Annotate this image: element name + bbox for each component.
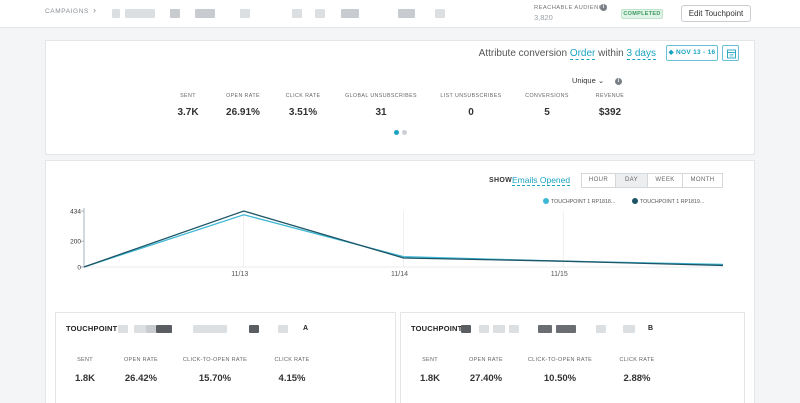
y-tick-label: 434 [70,209,81,216]
status-badge: COMPLETED [621,9,663,19]
stat-label: LIST UNSUBSCRIBES [440,93,502,99]
summary-card: Attribute conversion Order within 3 days… [45,40,755,155]
top-bar: CAMPAIGNS › REACHABLE AUDIENCE i 3,820 C… [0,0,800,28]
stat-label: SENT [180,93,196,99]
unique-dropdown-label: Unique [572,76,596,85]
x-tick-label: 11/14 [391,271,408,278]
chevron-right-icon: › [93,5,96,15]
tp-stat-click-rate: CLICK RATE 4.15% [252,357,332,384]
touchpoint-variant: A [303,325,309,332]
stat-revenue: REVENUE $392 [565,93,655,118]
stat-value: 3.7K [177,107,199,118]
tp-stat-click-to-open-rate: CLICK-TO-OPEN RATE 15.70% [175,357,255,384]
y-tick-label: 200 [70,239,81,246]
series-line-2 [83,210,724,268]
calendar-icon [727,49,736,59]
tp-stat-open-rate: OPEN RATE 26.42% [101,357,181,384]
stat-list-unsubscribes: LIST UNSUBSCRIBES 0 [426,93,516,118]
attribution-metric-link[interactable]: Order [569,48,596,60]
edit-touchpoint-button[interactable]: Edit Touchpoint [681,5,751,22]
chart-card: SHOW Emails Opened HOUR DAY WEEK MONTH T… [45,160,755,403]
attribution-within: within [598,48,624,59]
tp-stat-value: 2.88% [623,373,651,384]
granularity-month[interactable]: MONTH [682,173,723,188]
stat-global-unsubscribes: GLOBAL UNSUBSCRIBES 31 [336,93,426,118]
tp-stat-value: 15.70% [198,373,232,384]
legend-item[interactable]: TOUCHPOINT 1 RP1819... [632,198,704,205]
y-tick-label: 0 [77,265,81,272]
tp-stat-sent: SENT 1.8K [45,357,125,384]
attribution-window-link[interactable]: 3 days [626,48,656,60]
stat-label: GLOBAL UNSUBSCRIBES [345,93,417,99]
tp-stat-value: 1.8K [419,373,441,384]
reachable-audience-label: REACHABLE AUDIENCE [534,5,608,11]
tp-stat-label: CLICK RATE [274,357,310,363]
stat-click-rate: CLICK RATE 3.51% [258,93,348,118]
tp-stat-click-rate: CLICK RATE 2.88% [597,357,677,384]
granularity-hour[interactable]: HOUR [581,173,616,188]
tp-stat-label: SENT [422,357,438,363]
tp-stat-open-rate: OPEN RATE 27.40% [446,357,526,384]
tp-stat-sent: SENT 1.8K [390,357,470,384]
date-range-button[interactable]: ◆ NOV 13 - 16 [666,45,718,61]
stat-value: 3.51% [288,107,318,118]
attribution-settings: Attribute conversion Order within 3 days [478,48,656,60]
tp-stat-value: 26.42% [124,373,158,384]
attribution-prefix: Attribute conversion [478,48,568,59]
legend-label: TOUCHPOINT 1 RP1819... [640,199,705,205]
tp-stat-label: CLICK RATE [619,357,655,363]
touchpoint-card-b: TOUCHPOINT B SENT 1.8K OPEN RATE 27.40% CL… [400,312,745,403]
show-label: SHOW [489,177,512,184]
tp-stat-value: 4.15% [278,373,306,384]
carousel-dot-active[interactable] [394,130,399,135]
x-tick-label: 11/15 [551,271,568,278]
stat-conversions: CONVERSIONS 5 [502,93,592,118]
stat-value: 0 [468,107,474,118]
stat-label: OPEN RATE [226,93,260,99]
reachable-audience-value: 3,820 [534,13,553,22]
info-icon[interactable]: i [600,4,607,11]
tp-stat-label: CLICK-TO-OPEN RATE [527,357,593,363]
legend-swatch [632,198,638,204]
chevron-down-icon: ⌄ [597,76,605,85]
show-metric-link[interactable]: Emails Opened [512,175,571,186]
unique-dropdown[interactable]: Unique ⌄ [572,76,604,85]
legend-label: TOUCHPOINT 1 RP1818... [551,199,616,205]
breadcrumb-campaigns[interactable]: CAMPAIGNS [45,8,89,15]
tp-stat-label: SENT [77,357,93,363]
touchpoint-title: TOUCHPOINT [411,324,463,333]
stat-label: REVENUE [595,93,625,99]
info-icon[interactable]: i [615,78,622,85]
legend-swatch [543,198,549,204]
stat-label: CLICK RATE [285,93,321,99]
line-chart: 11/13 11/14 11/15 0 200 434 [70,208,724,278]
legend-item[interactable]: TOUCHPOINT 1 RP1818... [543,198,615,205]
tp-stat-label: OPEN RATE [123,357,159,363]
tp-stat-click-to-open-rate: CLICK-TO-OPEN RATE 10.50% [520,357,600,384]
touchpoint-title: TOUCHPOINT [66,324,118,333]
stat-label: CONVERSIONS [525,93,569,99]
tp-stat-value: 10.50% [543,373,577,384]
tp-stat-value: 1.8K [74,373,96,384]
stat-value: 31 [375,107,387,118]
x-tick-label: 11/13 [231,271,248,278]
stat-value: 5 [544,107,550,118]
touchpoint-variant: B [648,325,654,332]
stat-open-rate: OPEN RATE 26.91% [198,93,288,118]
stat-value: 26.91% [226,107,260,118]
stat-value: $392 [598,107,622,118]
calendar-button[interactable] [722,45,739,61]
stat-sent: SENT 3.7K [143,93,233,118]
carousel-dot[interactable] [402,130,407,135]
tp-stat-label: OPEN RATE [468,357,504,363]
tp-stat-label: CLICK-TO-OPEN RATE [182,357,248,363]
touchpoint-card-a: TOUCHPOINT A SENT 1.8K OPEN RATE 26.42% CL… [55,312,396,403]
tp-stat-value: 27.40% [469,373,503,384]
granularity-week[interactable]: WEEK [647,173,683,188]
